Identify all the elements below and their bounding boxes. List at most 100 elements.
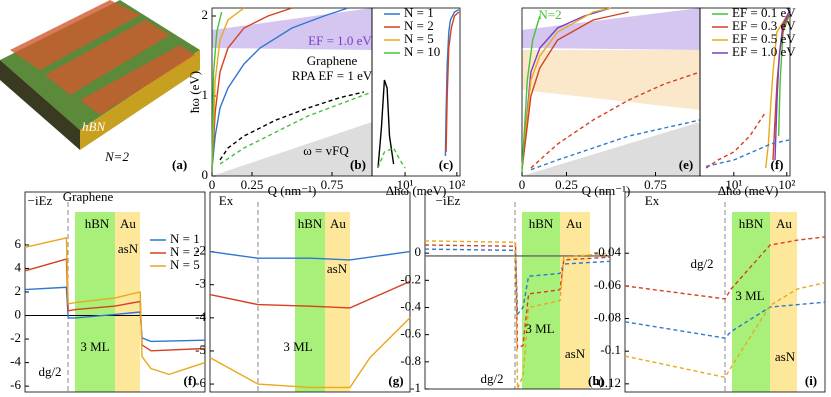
continuum-band	[212, 8, 372, 50]
series-line	[705, 111, 767, 169]
annotation: RPA EF = 1 eV	[292, 68, 373, 83]
annotation: asN	[775, 349, 796, 364]
x-tick-label: 10¹	[725, 177, 742, 192]
y-tick-label: -6	[10, 377, 21, 392]
annotation: dg/2	[690, 256, 713, 271]
continuum-band	[522, 50, 700, 110]
material-region	[732, 212, 770, 392]
annotation: asN	[565, 346, 586, 361]
plot-frame	[371, 7, 461, 177]
y-tick-label: -3	[195, 276, 206, 291]
plot-frame	[424, 191, 611, 390]
y-tick-label: 0	[202, 167, 209, 182]
y-tick-label: -2	[10, 330, 21, 345]
series-line	[530, 119, 701, 171]
legend-label: EF = 0.1 eV	[732, 5, 796, 20]
y-axis-label: Ex	[219, 193, 234, 208]
plot-frame	[624, 191, 826, 393]
y-axis-label: Ex	[645, 193, 660, 208]
series-line	[521, 11, 629, 170]
annotation: Au	[120, 216, 136, 231]
legend-label: N = 2	[404, 18, 434, 33]
slab-side	[0, 60, 80, 150]
series-line	[765, 15, 788, 169]
y-tick-label: -0.04	[594, 244, 622, 259]
series-line	[377, 79, 395, 169]
annotation: 3 ML	[525, 321, 554, 336]
series-line	[777, 15, 790, 137]
y-tick-label: 6	[15, 236, 22, 251]
legend-label: EF = 1.0 eV	[732, 44, 796, 59]
series-line	[377, 147, 406, 169]
au-side	[80, 50, 200, 150]
x-tick-label: 0.25	[555, 177, 578, 192]
annotation: dg/2	[38, 364, 61, 379]
x-tick-label: 0	[519, 177, 526, 192]
plot-frame	[209, 191, 411, 393]
y-tick-label: -2	[195, 243, 206, 258]
graphene-ribbon	[80, 45, 195, 115]
continuum-band	[522, 8, 700, 50]
annotation: hBN	[298, 216, 323, 231]
y-tick-label: -0.2	[400, 271, 421, 286]
x-tick-label: 10²	[448, 177, 465, 192]
annotation: 3 ML	[80, 339, 109, 354]
annotation: 3 ML	[735, 288, 764, 303]
y-tick-label: -1	[410, 380, 421, 395]
x-tick-label: 0	[209, 177, 216, 192]
series-line	[445, 11, 460, 153]
annotation: Graphene	[307, 53, 358, 68]
annotation: Au	[330, 216, 346, 231]
series-line	[521, 7, 612, 169]
series-line	[24, 237, 206, 376]
y-tick-label: 4	[15, 259, 22, 274]
legend-label: N = 2	[170, 244, 200, 259]
annotation: hBN	[85, 216, 110, 231]
panel-label: (h)	[588, 373, 604, 388]
x-tick-label: 0.75	[644, 177, 667, 192]
legend-label: N = 1	[404, 5, 434, 20]
series-line	[530, 71, 701, 169]
series-line	[444, 8, 460, 157]
material-region	[770, 212, 797, 392]
annotation: dg/2	[480, 371, 503, 386]
x-tick-label: 10²	[778, 177, 795, 192]
hbn-label: hBN	[82, 119, 106, 134]
panel-label: (c)	[439, 157, 453, 172]
annotation: ω = vFQ	[303, 143, 349, 158]
annotation: hBN	[739, 216, 764, 231]
y-tick-label: -0.12	[594, 375, 621, 390]
y-tick-label: -5	[195, 342, 206, 357]
panel-label: (i)	[805, 373, 817, 388]
x-tick-label: 0.25	[241, 177, 264, 192]
y-tick-label: -0.6	[400, 326, 421, 341]
graphene-ribbon	[10, 0, 140, 70]
series-line	[624, 281, 826, 379]
y-tick-label: -0.4	[400, 298, 421, 313]
material-region	[522, 212, 560, 389]
y-tick-label: 2	[15, 283, 22, 298]
annotation: hBN	[529, 216, 554, 231]
y-tick-label: -0.08	[594, 310, 621, 325]
y-tick-label: -6	[195, 375, 206, 390]
x-axis-label: Q (nm⁻¹)	[582, 183, 631, 198]
x-axis-label: Δħω (meV)	[386, 183, 447, 198]
legend-label: N = 10	[404, 44, 440, 59]
legend-label: N = 5	[170, 257, 200, 272]
series-line	[521, 15, 541, 173]
y-axis-label: ħω (eV)	[187, 71, 202, 113]
series-line	[424, 248, 611, 317]
series-line	[211, 11, 223, 169]
series-line	[211, 7, 349, 169]
legend-label: N = 5	[404, 31, 434, 46]
panel-label: (a)	[172, 157, 187, 172]
legend-label: EF = 0.5 eV	[732, 31, 796, 46]
y-tick-label: -0.06	[594, 277, 622, 292]
legend-label: EF = 0.3 eV	[732, 18, 796, 33]
material-region	[325, 212, 350, 392]
annotation: asN	[327, 261, 348, 276]
x-tick-label: 0.75	[321, 177, 344, 192]
x-axis-label: Δħω (meV)	[718, 183, 779, 198]
series-line	[209, 280, 411, 309]
y-tick-label: 2	[202, 7, 209, 22]
